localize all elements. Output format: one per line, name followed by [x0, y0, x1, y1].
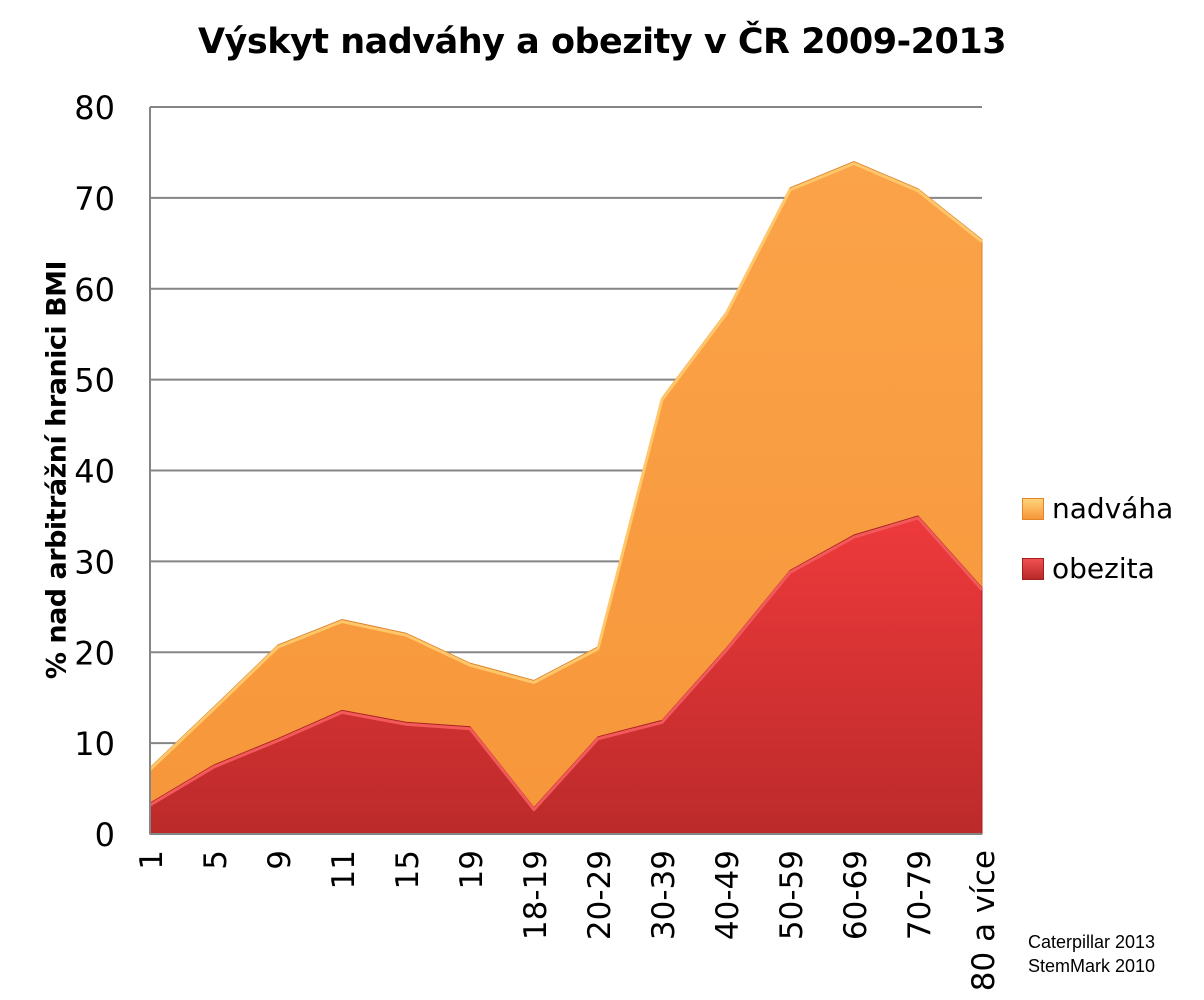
x-tick-label: 1: [134, 850, 170, 870]
y-tick-label: 60: [74, 271, 115, 309]
y-tick-label: 30: [74, 543, 115, 581]
x-tick-label: 80 a více: [966, 850, 1002, 991]
x-tick-label: 50-59: [774, 850, 810, 940]
y-tick-label: 20: [74, 634, 115, 672]
x-tick-label: 15: [390, 850, 426, 889]
y-tick-label: 10: [74, 725, 115, 763]
area-highlight-obezita: [149, 516, 984, 812]
legend-item-nadvaha: nadváha: [1022, 492, 1173, 525]
source-note: Caterpillar 2013 StemMark 2010: [1028, 930, 1155, 978]
chart-title: Výskyt nadváhy a obezity v ČR 2009-2013: [197, 22, 1007, 62]
x-tick-label: 18-19: [518, 850, 554, 940]
x-tick-label: 11: [326, 850, 362, 889]
area-highlight-nadvaha: [148, 162, 983, 771]
source-line-1: Caterpillar 2013: [1028, 932, 1156, 952]
x-tick-label: 19: [454, 850, 490, 889]
y-tick-label: 70: [74, 180, 115, 218]
legend-item-obezita: obezita: [1022, 552, 1155, 585]
legend-label-nadvaha: nadváha: [1052, 492, 1174, 525]
x-tick-label: 9: [262, 850, 298, 870]
y-tick-label: 40: [74, 453, 115, 491]
legend-swatch-nadvaha: [1022, 497, 1044, 520]
legend-swatch-obezita: [1022, 557, 1044, 580]
x-tick-label: 70-79: [902, 850, 938, 940]
y-tick-label: 80: [74, 89, 115, 127]
y-tick-label: 0: [95, 816, 115, 854]
x-tick-label: 60-69: [838, 850, 874, 940]
x-tick-label: 40-49: [710, 850, 746, 940]
y-axis-label: % nad arbitrážní hranici BMI: [41, 260, 73, 680]
legend-label-obezita: obezita: [1052, 552, 1155, 585]
source-line-2: StemMark 2010: [1028, 956, 1156, 976]
x-tick-label: 5: [198, 850, 234, 870]
y-tick-label: 50: [74, 362, 115, 400]
x-tick-label: 30-39: [646, 850, 682, 940]
x-tick-label: 20-29: [582, 850, 618, 940]
